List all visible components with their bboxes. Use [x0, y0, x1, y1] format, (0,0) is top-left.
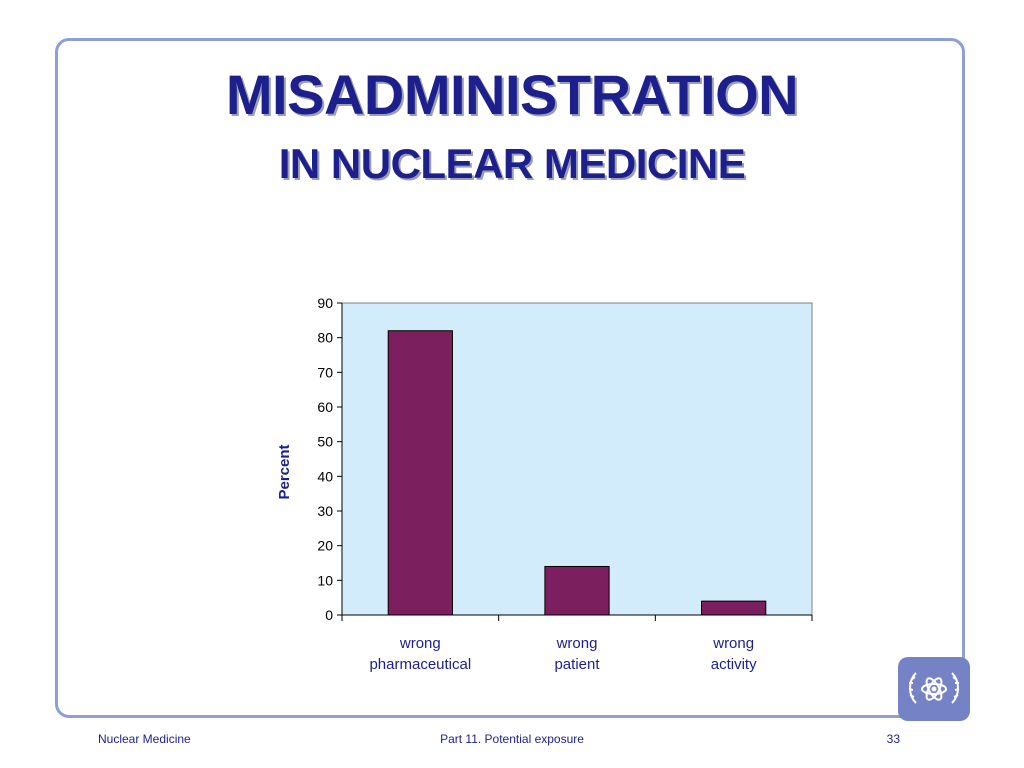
- slide-frame: [55, 38, 965, 718]
- slide-subtitle: IN NUCLEAR MEDICINE: [278, 140, 746, 187]
- y-tick-label: 70: [317, 364, 333, 380]
- y-tick-label: 90: [317, 295, 333, 311]
- x-tick-label: pharmaceutical: [369, 656, 471, 673]
- y-axis-label: Percent: [276, 444, 293, 499]
- x-tick-label: wrong: [712, 635, 754, 652]
- footer-course-label: Nuclear Medicine: [98, 732, 191, 746]
- footer-section-label: Part 11. Potential exposure: [440, 732, 584, 746]
- y-tick-label: 50: [317, 434, 333, 450]
- y-tick-label: 30: [317, 503, 333, 519]
- x-tick-label: activity: [711, 656, 757, 673]
- y-tick-label: 60: [317, 399, 333, 415]
- y-tick-label: 40: [317, 468, 333, 484]
- y-tick-label: 80: [317, 330, 333, 346]
- y-tick-label: 0: [325, 607, 333, 623]
- x-tick-label: patient: [554, 656, 600, 673]
- footer-page-number: 33: [886, 732, 900, 746]
- slide-title: MISADMINISTRATION: [225, 63, 799, 126]
- bar: [387, 330, 453, 616]
- bar: [544, 565, 610, 616]
- y-tick-label: 10: [317, 572, 333, 588]
- x-tick-label: wrong: [399, 635, 441, 652]
- x-tick-label: wrong: [556, 635, 598, 652]
- bar: [701, 600, 767, 616]
- y-tick-label: 20: [317, 538, 333, 554]
- iaea-logo-icon: [898, 657, 970, 721]
